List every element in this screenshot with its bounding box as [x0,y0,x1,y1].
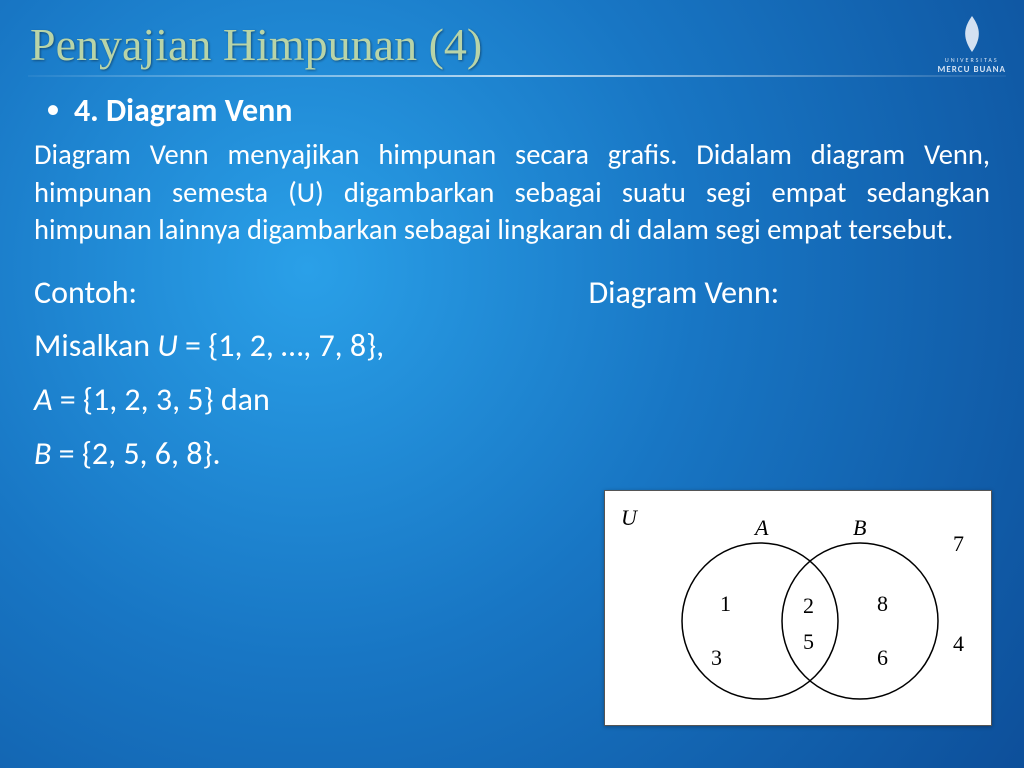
venn-svg [605,491,993,727]
university-logo: UNIVERSITAS MERCU BUANA [938,14,1006,75]
bullet-icon: • [46,91,60,127]
line2-var: A [34,380,53,419]
bullet-heading-row: • 4. Diagram Venn [34,91,990,130]
example-lines: Misalkan U = {1, 2, …, 7, 8}, A = {1, 2,… [34,320,990,479]
venn-label-a: A [755,515,768,541]
example-label: Contoh: [34,267,588,318]
venn-heading: Diagram Venn: [588,267,990,318]
venn-label-b: B [853,515,866,541]
line2-post: = {1, 2, 3, 5} dan [53,380,270,419]
line1-pre: Misalkan [34,326,157,365]
venn-n1: 1 [720,591,731,617]
line3-var: B [34,434,51,473]
example-row: Contoh: Diagram Venn: [34,267,990,318]
section-heading: 4. Diagram Venn [74,91,292,130]
logo-line1: UNIVERSITAS [938,56,1006,64]
logo-line2: MERCU BUANA [938,64,1006,75]
body-paragraph: Diagram Venn menyajikan himpunan secara … [34,136,990,249]
venn-n6: 6 [877,645,888,671]
example-line-1: Misalkan U = {1, 2, …, 7, 8}, [34,320,990,372]
venn-circle-b [782,543,938,699]
line1-var: U [157,326,178,365]
venn-n4: 4 [953,631,964,657]
venn-n2: 2 [803,593,814,619]
example-line-3: B = {2, 5, 6, 8}. [34,428,990,480]
venn-n8: 8 [877,591,888,617]
venn-n5: 5 [803,629,814,655]
line3-post: = {2, 5, 6, 8}. [51,434,220,473]
slide-content: • 4. Diagram Venn Diagram Venn menyajika… [0,77,1024,480]
venn-label-u: U [621,505,637,531]
venn-circle-a [682,543,838,699]
venn-n7: 7 [953,531,964,557]
venn-n3: 3 [711,645,722,671]
line1-post: = {1, 2, …, 7, 8}, [178,326,384,365]
slide-title: Penyajian Himpunan (4) [0,0,1024,75]
example-line-2: A = {1, 2, 3, 5} dan [34,374,990,426]
venn-diagram: U A B 1 3 2 5 8 6 7 4 [604,490,992,726]
